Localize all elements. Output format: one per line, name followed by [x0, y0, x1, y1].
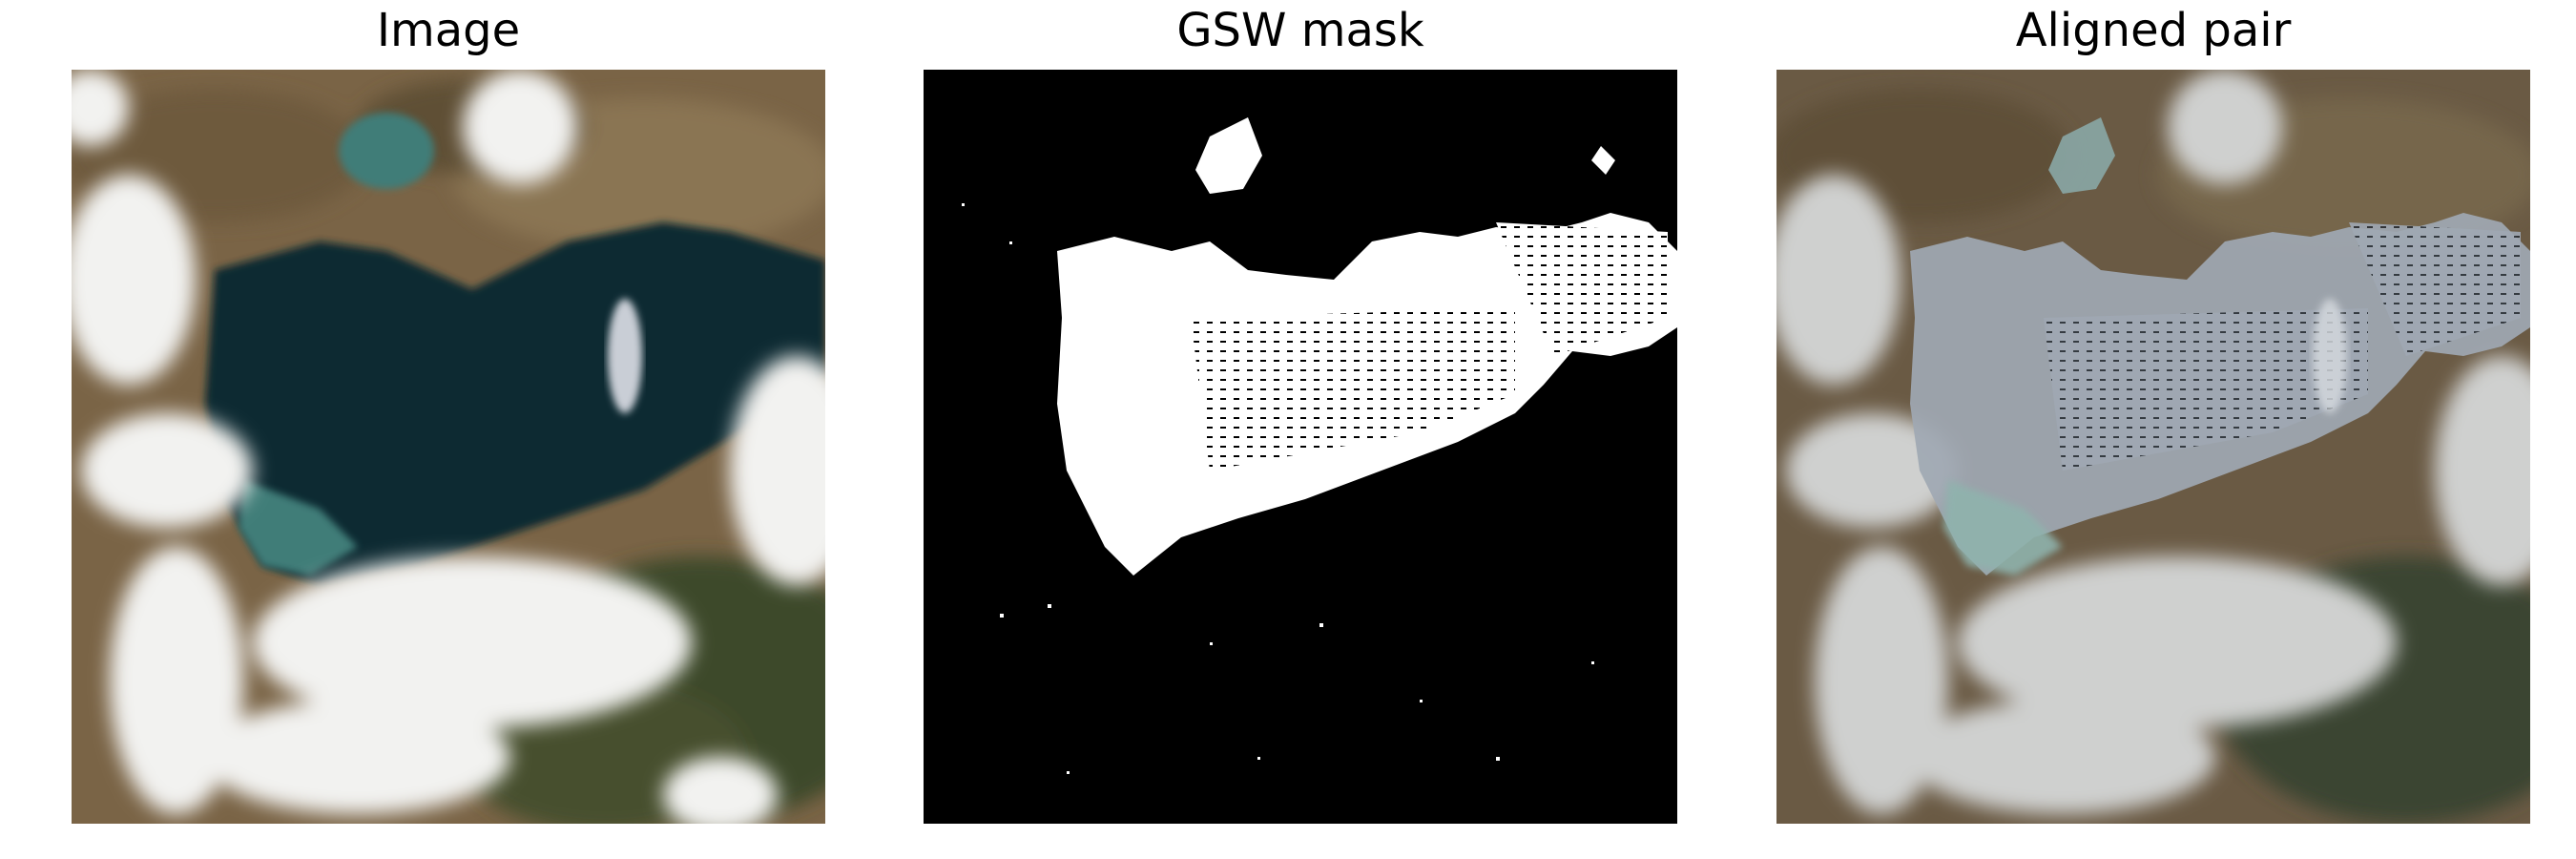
- panel-aligned-pair: Aligned pair: [1776, 0, 2530, 859]
- panel-title-image: Image: [376, 4, 521, 57]
- aligned-overlay-image: [1776, 70, 2530, 824]
- panel-title-mask: GSW mask: [1176, 4, 1424, 57]
- panel-gsw-mask: GSW mask: [924, 0, 1677, 859]
- panel-image: Image: [72, 0, 825, 859]
- panel-title-aligned: Aligned pair: [2015, 4, 2292, 57]
- gsw-mask-image: [924, 70, 1677, 824]
- satellite-image: [72, 70, 825, 824]
